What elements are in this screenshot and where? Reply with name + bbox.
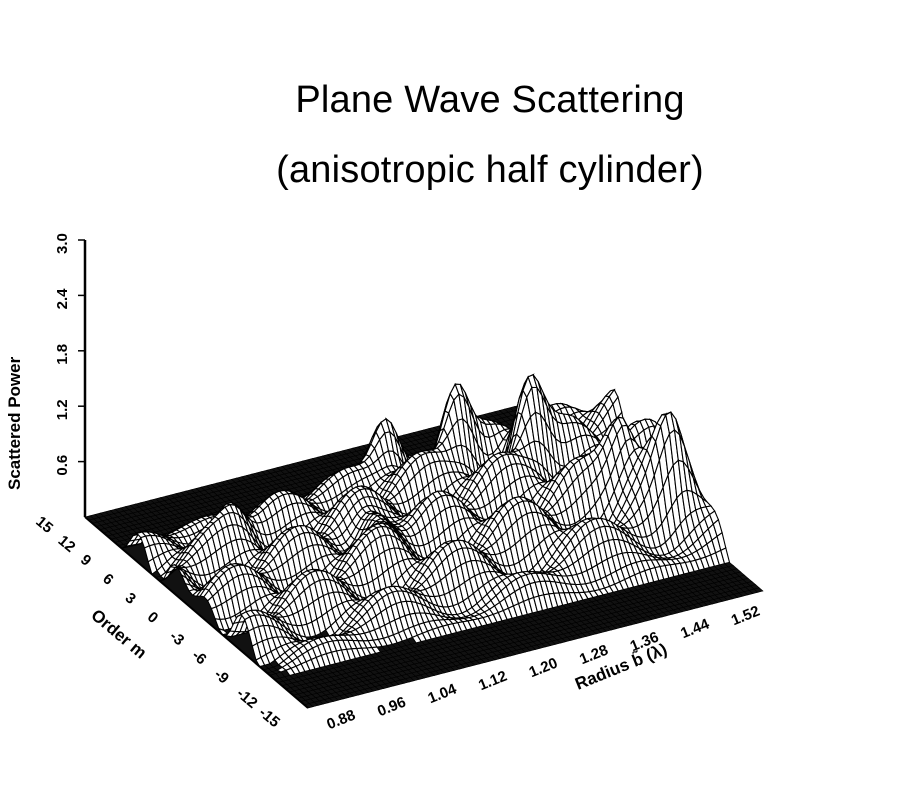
z-axis-ticks: 0.6 1.2 1.8 2.4 3.0	[54, 233, 85, 476]
x-tick-label: 1.12	[476, 668, 509, 695]
y-tick-label: 6	[99, 570, 116, 588]
y-tick-label: -12	[233, 685, 261, 712]
x-tick-label: 0.88	[324, 707, 357, 734]
chart-subtitle: (anisotropic half cylinder)	[276, 149, 704, 191]
z-tick-label: 1.2	[54, 399, 71, 420]
x-tick-label: 1.52	[729, 603, 762, 630]
y-tick-label: -6	[189, 647, 210, 669]
y-tick-label: 15	[32, 513, 56, 537]
y-tick-label: -15	[255, 704, 283, 731]
y-axis-line	[84, 516, 309, 709]
y-tick-label: 0	[144, 609, 161, 627]
z-tick-label: 2.4	[54, 288, 71, 310]
y-tick-label: 12	[55, 532, 79, 556]
z-axis-title: Scattered Power	[5, 356, 24, 490]
x-tick-label: 1.44	[678, 615, 712, 642]
x-tick-label: 0.96	[375, 694, 408, 721]
z-tick-label: 0.6	[54, 455, 71, 476]
y-tick-label: 9	[77, 551, 94, 569]
z-tick-label: 3.0	[54, 233, 71, 254]
plot-axes	[83, 240, 309, 709]
chart-title: Plane Wave Scattering	[295, 79, 685, 121]
wireframe-surface	[84, 373, 764, 709]
y-tick-label: -3	[166, 628, 187, 650]
x-tick-label: 1.04	[426, 680, 460, 707]
z-tick-label: 1.8	[54, 344, 71, 365]
y-tick-label: -9	[211, 666, 232, 688]
y-tick-label: 3	[122, 589, 139, 607]
y-axis-title: Order m	[87, 606, 150, 663]
x-tick-label: 1.20	[527, 655, 560, 682]
